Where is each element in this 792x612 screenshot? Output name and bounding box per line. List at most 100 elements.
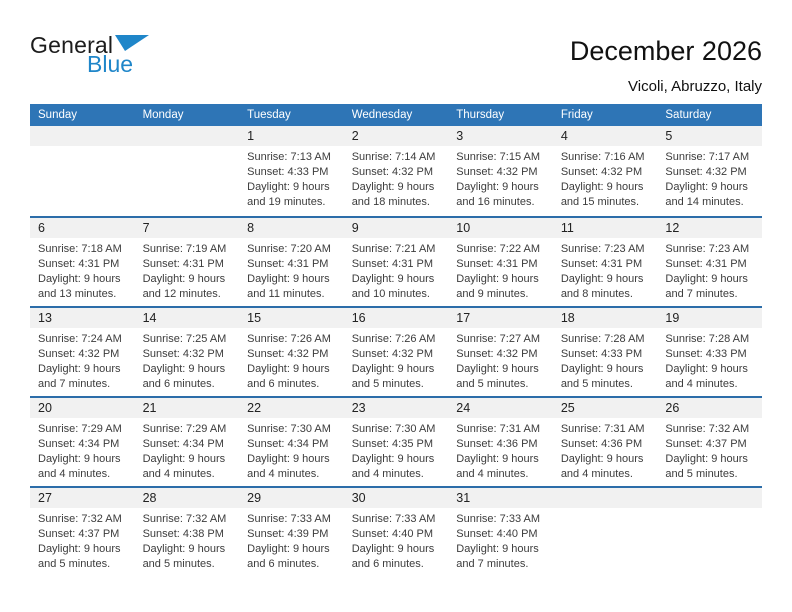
logo-text-blue: Blue (87, 51, 134, 77)
daylight-line-1: Daylight: 9 hours (38, 363, 121, 375)
day-cell-19: 19 Sunrise: 7:28 AM Sunset: 4:33 PM Dayligh… (657, 308, 762, 396)
day-number: 27 (30, 488, 135, 508)
sunrise-text: Sunrise: 7:15 AM (456, 151, 541, 163)
day-info: Sunrise: 7:27 AM Sunset: 4:32 PM Daylight:… (448, 328, 553, 392)
day-cell-12: 12 Sunrise: 7:23 AM Sunset: 4:31 PM Dayligh… (657, 218, 762, 306)
calendar-table: Sunday Monday Tuesday Wednesday Thursday… (30, 104, 762, 576)
sunrise-text: Sunrise: 7:26 AM (247, 333, 331, 345)
day-number: 14 (134, 308, 240, 328)
sunset-text: Sunset: 4:38 PM (142, 528, 224, 540)
day-number: 25 (552, 398, 658, 418)
daylight-line-2: and 13 minutes. (38, 288, 117, 300)
sunrise-text: Sunrise: 7:29 AM (142, 423, 227, 435)
day-cell-6: 6 Sunrise: 7:18 AM Sunset: 4:31 PM Daylight… (30, 218, 135, 306)
day-cell-11: 11 Sunrise: 7:23 AM Sunset: 4:31 PM Dayligh… (552, 218, 658, 306)
day-number: 4 (552, 126, 658, 146)
sunset-text: Sunset: 4:31 PM (560, 258, 643, 270)
day-number (552, 488, 658, 508)
week-row: 20 Sunrise: 7:29 AM Sunset: 4:34 PM Dayligh… (30, 396, 762, 486)
daylight-line-1: Daylight: 9 hours (560, 273, 644, 285)
daylight-line-2: and 4 minutes. (351, 468, 424, 480)
day-info: Sunrise: 7:22 AM Sunset: 4:31 PM Daylight:… (448, 238, 553, 302)
day-info: Sunrise: 7:16 AM Sunset: 4:32 PM Daylight:… (553, 146, 658, 210)
daylight-line-2: and 4 minutes. (456, 468, 529, 480)
day-info: Sunrise: 7:31 AM Sunset: 4:36 PM Daylight:… (553, 418, 658, 482)
weekday-header-saturday: Saturday (665, 109, 712, 121)
sunset-text: Sunset: 4:36 PM (560, 438, 643, 450)
weekday-header-row: Sunday Monday Tuesday Wednesday Thursday… (30, 104, 762, 126)
daylight-line-2: and 5 minutes. (351, 378, 424, 390)
sunset-text: Sunset: 4:31 PM (142, 258, 224, 270)
day-number: 9 (343, 218, 449, 238)
day-cell-empty (657, 488, 762, 576)
daylight-line-1: Daylight: 9 hours (456, 181, 539, 193)
sunset-text: Sunset: 4:31 PM (38, 258, 120, 270)
day-info: Sunrise: 7:29 AM Sunset: 4:34 PM Daylight:… (30, 418, 135, 482)
day-number: 19 (657, 308, 762, 328)
day-number: 18 (552, 308, 658, 328)
daylight-line-1: Daylight: 9 hours (247, 181, 330, 193)
daylight-line-1: Daylight: 9 hours (456, 273, 539, 285)
day-number: 7 (134, 218, 240, 238)
sunset-text: Sunset: 4:40 PM (351, 528, 434, 540)
day-cell-5: 5 Sunrise: 7:17 AM Sunset: 4:32 PM Daylight… (657, 126, 762, 216)
sunrise-text: Sunrise: 7:29 AM (38, 423, 122, 435)
weekday-header-monday: Monday (142, 109, 184, 121)
daylight-line-1: Daylight: 9 hours (456, 363, 539, 375)
day-info: Sunrise: 7:23 AM Sunset: 4:31 PM Daylight:… (553, 238, 658, 302)
sunrise-text: Sunrise: 7:20 AM (247, 243, 331, 255)
sunrise-text: Sunrise: 7:23 AM (665, 243, 750, 255)
sunset-text: Sunset: 4:32 PM (560, 166, 643, 178)
day-number: 10 (448, 218, 553, 238)
day-info: Sunrise: 7:23 AM Sunset: 4:31 PM Daylight:… (657, 238, 762, 302)
sunrise-text: Sunrise: 7:32 AM (665, 423, 750, 435)
sunrise-text: Sunrise: 7:25 AM (142, 333, 227, 345)
day-info: Sunrise: 7:26 AM Sunset: 4:32 PM Daylight:… (239, 328, 344, 392)
sunrise-text: Sunrise: 7:30 AM (351, 423, 436, 435)
sunrise-text: Sunrise: 7:24 AM (38, 333, 122, 345)
logo-text-general: General (30, 32, 114, 58)
sunrise-text: Sunrise: 7:33 AM (351, 513, 436, 525)
day-info: Sunrise: 7:21 AM Sunset: 4:31 PM Daylight:… (344, 238, 449, 302)
day-number: 23 (343, 398, 449, 418)
day-cell-empty (552, 488, 658, 576)
sunset-text: Sunset: 4:31 PM (351, 258, 434, 270)
day-cell-3: 3 Sunrise: 7:15 AM Sunset: 4:32 PM Daylight… (448, 126, 553, 216)
calendar-body: 1 Sunrise: 7:13 AM Sunset: 4:33 PM Daylight… (30, 126, 762, 576)
sunrise-text: Sunrise: 7:21 AM (351, 243, 436, 255)
day-info: Sunrise: 7:33 AM Sunset: 4:39 PM Daylight:… (239, 508, 344, 572)
day-info: Sunrise: 7:29 AM Sunset: 4:34 PM Daylight:… (135, 418, 240, 482)
sunset-text: Sunset: 4:34 PM (247, 438, 329, 450)
sunset-text: Sunset: 4:33 PM (665, 348, 747, 360)
daylight-line-2: and 4 minutes. (247, 468, 320, 480)
sunset-text: Sunset: 4:33 PM (560, 348, 643, 360)
sunset-text: Sunset: 4:32 PM (456, 166, 538, 178)
day-cell-24: 24 Sunrise: 7:31 AM Sunset: 4:36 PM Dayligh… (448, 398, 553, 486)
sunset-text: Sunset: 4:32 PM (351, 348, 434, 360)
day-cell-10: 10 Sunrise: 7:22 AM Sunset: 4:31 PM Dayligh… (448, 218, 553, 306)
sunrise-text: Sunrise: 7:33 AM (247, 513, 331, 525)
sunrise-text: Sunrise: 7:13 AM (247, 151, 331, 163)
sunrise-text: Sunrise: 7:32 AM (38, 513, 122, 525)
sunrise-text: Sunrise: 7:31 AM (560, 423, 645, 435)
weekday-header-thursday: Thursday (456, 109, 505, 121)
daylight-line-1: Daylight: 9 hours (665, 453, 748, 465)
day-number: 3 (448, 126, 553, 146)
daylight-line-1: Daylight: 9 hours (560, 453, 644, 465)
daylight-line-2: and 8 minutes. (560, 288, 633, 300)
sunrise-text: Sunrise: 7:30 AM (247, 423, 331, 435)
daylight-line-2: and 7 minutes. (665, 288, 738, 300)
day-info: Sunrise: 7:15 AM Sunset: 4:32 PM Daylight:… (448, 146, 553, 210)
day-cell-8: 8 Sunrise: 7:20 AM Sunset: 4:31 PM Daylight… (239, 218, 344, 306)
sunset-text: Sunset: 4:32 PM (351, 166, 434, 178)
daylight-line-1: Daylight: 9 hours (247, 543, 330, 555)
sunset-text: Sunset: 4:37 PM (665, 438, 747, 450)
sunset-text: Sunset: 4:39 PM (247, 528, 329, 540)
day-number (30, 126, 135, 146)
day-cell-14: 14 Sunrise: 7:25 AM Sunset: 4:32 PM Dayligh… (134, 308, 240, 396)
sunset-text: Sunset: 4:33 PM (247, 166, 329, 178)
day-number: 30 (343, 488, 449, 508)
daylight-line-1: Daylight: 9 hours (142, 543, 226, 555)
sunset-text: Sunset: 4:40 PM (456, 528, 538, 540)
day-cell-25: 25 Sunrise: 7:31 AM Sunset: 4:36 PM Dayligh… (552, 398, 658, 486)
